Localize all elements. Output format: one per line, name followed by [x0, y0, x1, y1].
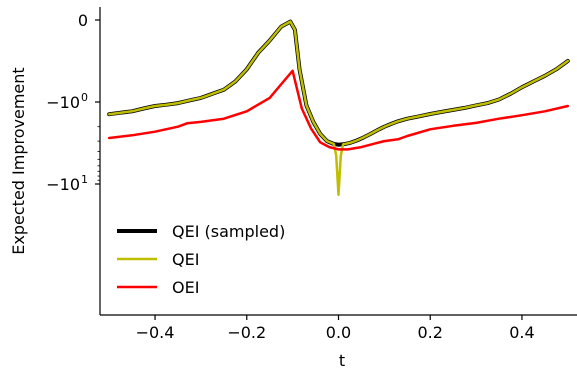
y-axis-ticks: 0−10 0−10 1	[46, 11, 100, 194]
legend-label: QEI	[172, 250, 199, 269]
legend: QEI (sampled) QEI OEI	[117, 222, 285, 297]
y-tick-label: −10	[46, 93, 80, 112]
x-tick-label: 0.4	[509, 323, 534, 342]
y-axis-label: Expected Improvement	[9, 67, 28, 254]
x-axis-label: t	[339, 351, 345, 370]
x-axis-ticks: −0.4 −0.2 0.0 0.2 0.4	[136, 315, 535, 342]
series-line-qei	[107, 20, 570, 196]
series-line-oei	[107, 69, 570, 151]
plot-area	[107, 19, 570, 196]
x-tick-label: −0.4	[136, 323, 175, 342]
y-tick-label: 0	[78, 11, 88, 30]
y-tick-label: −10	[46, 175, 80, 194]
x-tick-label: −0.2	[227, 323, 266, 342]
x-tick-label: 0.0	[326, 323, 351, 342]
y-tick-exponent: 0	[81, 91, 88, 104]
legend-label: OEI	[172, 278, 199, 297]
y-tick-exponent: 1	[81, 173, 88, 186]
legend-label: QEI (sampled)	[172, 222, 285, 241]
x-tick-label: 0.2	[418, 323, 443, 342]
